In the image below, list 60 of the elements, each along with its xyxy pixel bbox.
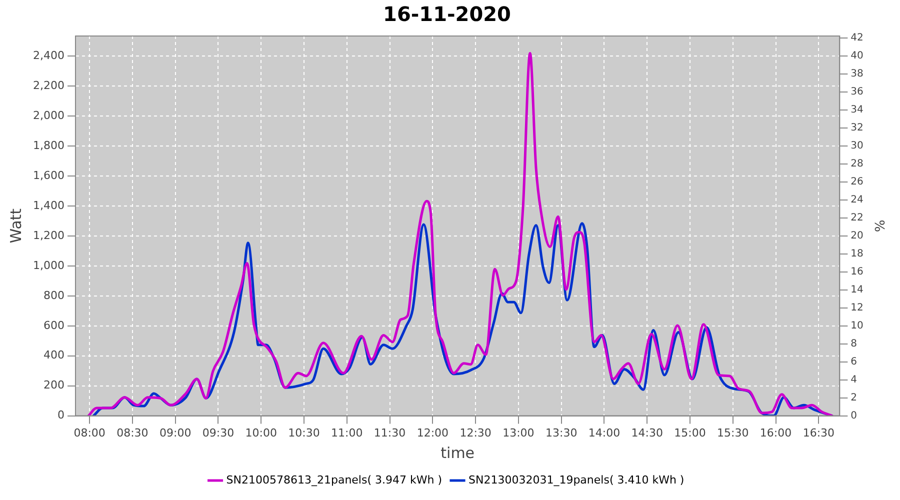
y-tick-label: 1,400 [32, 198, 64, 212]
y2-tick-label: 38 [850, 68, 864, 80]
x-tick-label: 15:00 [674, 426, 706, 440]
line-series [87, 52, 834, 416]
x-tick-label: 08:00 [74, 426, 106, 440]
x-tick-label: 15:30 [717, 426, 749, 440]
x-tick-label: 13:30 [545, 426, 578, 440]
y2-tick-label: 8 [850, 338, 858, 350]
x-tick-label: 13:00 [502, 426, 534, 440]
y2-tick-label: 0 [850, 410, 858, 422]
y-tick-label: 1,600 [32, 168, 64, 182]
x-tick-label: 09:30 [202, 426, 234, 440]
y-tick-label: 1,800 [32, 138, 64, 152]
y2-tick-label: 2 [850, 392, 858, 404]
y2-tick-label: 16 [850, 266, 864, 278]
y-tick-label: 2,200 [32, 79, 64, 92]
x-tick-label: 09:00 [159, 426, 192, 440]
x-tick-label: 11:30 [374, 426, 406, 440]
y2-tick-label: 34 [850, 104, 864, 116]
y-tick-label: 600 [43, 318, 64, 332]
y-tick-label: 1,000 [32, 258, 64, 272]
x-axis-title: time [440, 444, 475, 462]
y-tick-label: 2,400 [32, 49, 64, 62]
x-tick-label: 12:00 [416, 426, 449, 440]
y2-tick-label: 22 [850, 212, 864, 224]
y2-axis-title: % [870, 220, 886, 232]
y2-tick-label: 32 [850, 122, 864, 134]
x-tick-label: 16:00 [760, 426, 792, 440]
x-tick-label: 12:30 [460, 426, 492, 440]
y-tick-label: 0 [57, 408, 64, 422]
legend-label: SN2130032031_19panels( 3.410 kWh ) [468, 473, 684, 486]
y2-tick-label: 24 [850, 194, 864, 206]
x-tick-label: 08:30 [116, 426, 148, 440]
x-tick-label: 10:30 [288, 426, 320, 440]
y2-tick-label: 18 [850, 248, 864, 260]
x-tick-label: 16:30 [802, 426, 835, 440]
legend-label: SN2100578613_21panels( 3.947 kWh ) [226, 473, 442, 486]
y-tick-label: 400 [43, 348, 64, 362]
y2-tick-label: 10 [850, 320, 864, 332]
y-tick-label: 800 [43, 288, 64, 302]
y-tick-label: 2,000 [32, 109, 64, 122]
y-tick-label: 1,200 [32, 228, 64, 242]
x-tick-label: 14:30 [631, 426, 663, 440]
y2-tick-label: 12 [850, 302, 864, 314]
chart-title: 16-11-2020 [383, 2, 511, 26]
x-tick-label: 10:00 [245, 426, 277, 440]
y2-tick-label: 36 [850, 86, 864, 98]
x-tick-label: 11:00 [331, 426, 363, 440]
y2-tick-label: 42 [850, 32, 864, 44]
y2-tick-label: 14 [850, 284, 864, 296]
y2-tick-label: 26 [850, 176, 864, 188]
y2-tick-label: 4 [850, 374, 858, 386]
y2-tick-label: 20 [850, 230, 864, 242]
y2-tick-label: 40 [850, 50, 864, 62]
y-tick-label: 200 [43, 378, 64, 392]
y2-tick-label: 28 [850, 158, 864, 170]
y-axis-title: Watt [6, 208, 25, 244]
y2-tick-label: 6 [850, 356, 858, 368]
x-tick-label: 14:00 [588, 426, 620, 440]
y2-tick-label: 30 [850, 140, 864, 152]
